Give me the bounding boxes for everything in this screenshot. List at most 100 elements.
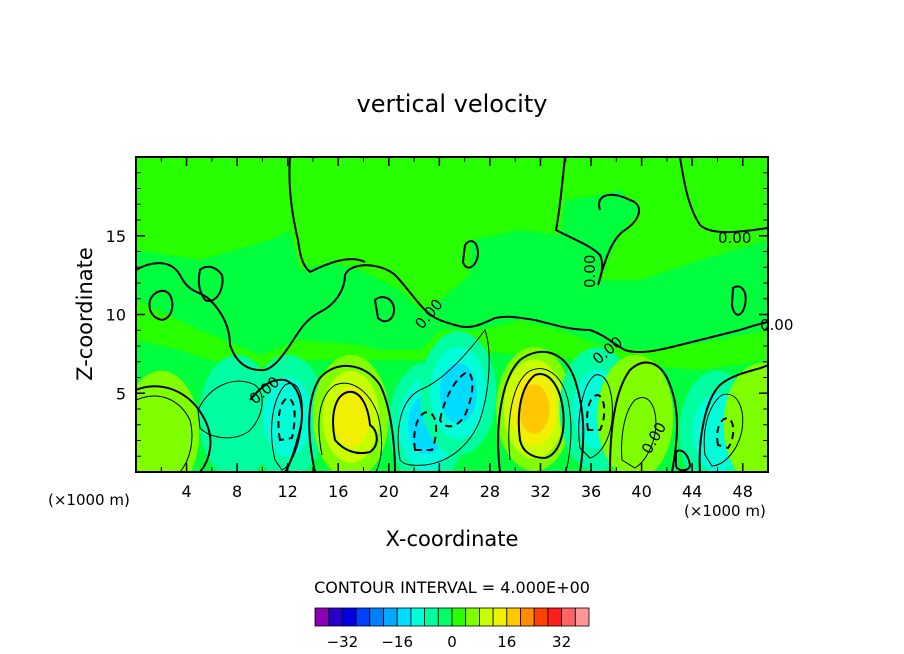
x-tick-label: 28 <box>480 482 500 501</box>
x-tick-label: 16 <box>328 482 348 501</box>
colorbar-swatch <box>506 607 521 627</box>
zero-contour-line <box>609 361 678 472</box>
x-tick-label: 12 <box>278 482 298 501</box>
positive-contour-line <box>136 395 193 472</box>
x-tick-label: 20 <box>379 482 399 501</box>
x-tick-label: 24 <box>429 482 449 501</box>
contour-label: 0.00 <box>581 255 599 288</box>
contour-band <box>723 362 768 472</box>
negative-contour-line <box>703 393 744 467</box>
colorbar-swatch <box>478 607 494 627</box>
contour-label: 0.00 <box>760 316 793 334</box>
colorbar-swatch <box>520 607 535 627</box>
contour-band <box>439 363 477 424</box>
colorbar-swatch <box>574 607 590 627</box>
contour-field <box>136 157 768 370</box>
zero-contour-line <box>136 385 212 472</box>
positive-contour-line <box>517 373 565 460</box>
x-tick-label: 8 <box>232 482 242 501</box>
negative-contour-line <box>716 416 735 450</box>
colorbar-swatch <box>369 607 384 627</box>
contour-band <box>518 384 550 434</box>
updraft-core <box>136 370 200 472</box>
colorbar-swatch <box>328 607 343 627</box>
negative-contour-line <box>438 370 474 428</box>
zero-contour-line <box>373 296 396 323</box>
y-axis-ticks: 5 10 15 <box>106 172 768 457</box>
x-tick-label: 32 <box>530 482 550 501</box>
negative-contour-line <box>586 393 606 431</box>
colorbar-tick-label: 0 <box>447 633 457 651</box>
zero-contour-line <box>197 265 224 302</box>
y-axis-label: Z-coordinate <box>73 247 97 381</box>
negative-contour-line <box>397 328 490 466</box>
colorbar-tick-label: −32 <box>327 633 359 651</box>
negative-contour-line <box>277 396 296 442</box>
positive-contour-line <box>508 368 572 472</box>
colorbar-swatch <box>355 607 371 627</box>
negative-contour-line <box>578 374 613 459</box>
zero-contour-line <box>249 378 303 472</box>
zero-contour-line <box>136 262 768 372</box>
x-unit-label-left: (×1000 m) <box>48 491 130 509</box>
downdraft-core <box>420 331 497 456</box>
contour-label: 0.00 <box>718 229 751 247</box>
x-axis-label: X-coordinate <box>386 527 519 551</box>
colorbar-swatch <box>437 607 453 627</box>
colorbar-swatch <box>465 607 480 627</box>
colorbar-tick-label: −16 <box>381 633 413 651</box>
colorbar-swatch <box>492 607 508 627</box>
colorbar <box>314 607 590 627</box>
zero-contour-line <box>148 289 174 322</box>
contour-band <box>332 386 370 447</box>
colorbar-swatch <box>451 607 467 627</box>
colorbar-swatch <box>341 607 357 627</box>
contour-band <box>136 370 200 472</box>
positive-contour-line <box>318 382 383 472</box>
colorbar-swatch <box>533 607 549 627</box>
x-tick-label: 36 <box>581 482 601 501</box>
zero-contour-line <box>730 285 747 316</box>
field-region-weak-up <box>136 157 290 260</box>
negative-contour-line <box>271 382 303 471</box>
y-tick-label: 10 <box>106 306 126 325</box>
zero-contour-line <box>675 449 692 472</box>
updraft-core <box>723 362 768 472</box>
colorbar-tick-label: 32 <box>552 633 571 651</box>
colorbar-swatch <box>410 607 425 627</box>
zero-contour-line <box>308 364 396 472</box>
x-tick-label: 48 <box>733 482 753 501</box>
colorbar-tick-labels: −32 −16 0 16 32 <box>327 633 572 651</box>
colorbar-swatch <box>561 607 576 627</box>
zero-contour-line <box>679 157 768 234</box>
updraft-core <box>312 354 389 472</box>
x-tick-label: 40 <box>631 482 651 501</box>
x-axis-ticks: 4 8 12 16 20 24 28 32 36 40 44 48 <box>135 157 769 501</box>
x-tick-label: 4 <box>181 482 191 501</box>
zero-contour-line <box>461 240 480 269</box>
negative-contour-line <box>197 380 263 439</box>
field-region-weak-up <box>565 157 768 280</box>
y-tick-label: 15 <box>106 227 126 246</box>
colorbar-swatch <box>383 607 398 627</box>
positive-contour-line <box>621 397 657 469</box>
contour-lines <box>136 157 768 472</box>
colorbar-swatch <box>424 607 439 627</box>
zero-contour-line <box>554 157 640 286</box>
zero-contour-line <box>288 157 366 274</box>
y-tick-label: 5 <box>116 384 126 403</box>
negative-contour-line <box>413 410 438 451</box>
contour-band <box>597 354 674 472</box>
colorbar-swatch <box>314 607 330 627</box>
contour-interval-text: CONTOUR INTERVAL = 4.000E+00 <box>314 578 590 597</box>
chart-title: vertical velocity <box>357 90 548 118</box>
zero-contour-line <box>698 364 768 472</box>
updraft-core <box>597 354 674 472</box>
colorbar-tick-label: 16 <box>497 633 516 651</box>
zero-contour-line <box>497 350 585 472</box>
field-region-weak-up <box>290 157 565 310</box>
colorbar-swatch <box>396 607 412 627</box>
x-unit-label-right: (×1000 m) <box>684 502 766 520</box>
positive-contour-line <box>332 390 378 455</box>
